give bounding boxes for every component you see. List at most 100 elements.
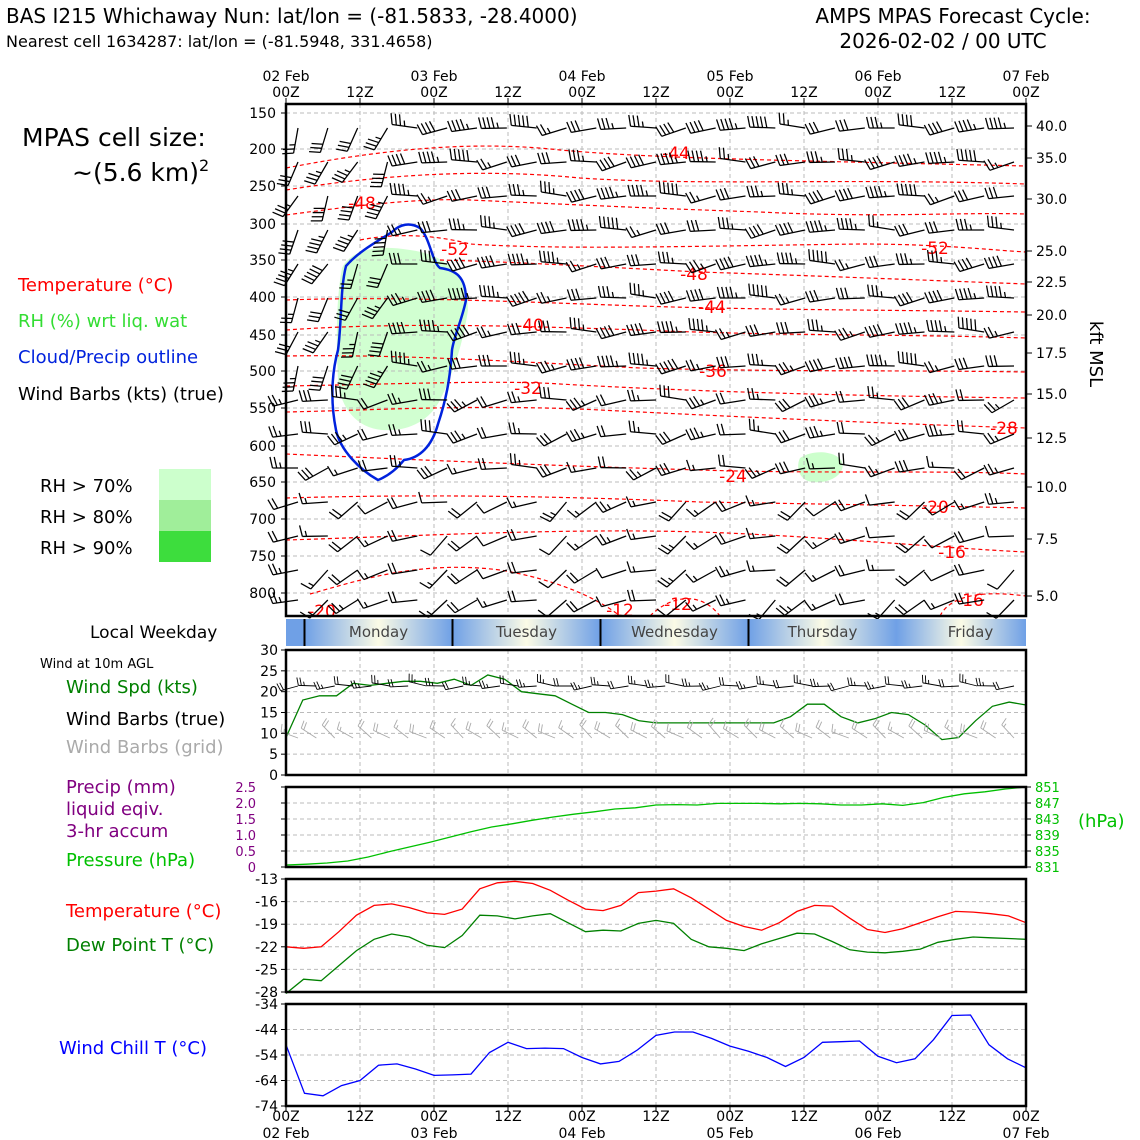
barb-flag xyxy=(964,149,968,161)
barb-half-flag xyxy=(546,296,551,302)
upper-wind-barb xyxy=(868,214,895,231)
barb-flag xyxy=(628,114,632,127)
weekday-label: Wednesday xyxy=(631,623,718,641)
barb-flag xyxy=(923,571,932,582)
upper-wind-barb xyxy=(923,569,955,582)
bottom-hour-label: 12Z xyxy=(938,1109,965,1125)
barb-flag xyxy=(512,422,517,434)
barb-flag xyxy=(543,250,546,263)
barb-flag xyxy=(356,569,365,580)
barb-flag xyxy=(955,389,960,401)
barb-flag xyxy=(1001,717,1007,726)
barb-flag xyxy=(630,721,634,730)
barb-flag xyxy=(744,228,752,239)
upper-wind-barb xyxy=(269,456,298,469)
barb-flag xyxy=(338,309,350,314)
upper-air-panel: -44-48-52 -52-48-44-40-36-32-28-24-20-16-… xyxy=(249,102,1067,622)
barb-flag xyxy=(647,679,651,688)
upper-wind-barb xyxy=(565,428,597,443)
barb-flag xyxy=(708,717,714,725)
temperature-contour xyxy=(285,406,1027,429)
grid-wind-barb xyxy=(486,718,501,739)
barb-half-flag xyxy=(890,726,893,731)
barb-flag xyxy=(659,433,667,444)
barb-staff xyxy=(899,467,925,473)
barb-flag xyxy=(923,194,931,206)
barb-flag xyxy=(895,253,900,265)
upper-wind-barb xyxy=(334,297,359,321)
barb-flag xyxy=(363,383,375,389)
weekday-label: Thursday xyxy=(787,623,858,641)
barb-half-flag xyxy=(854,224,857,230)
grid-wind-barb xyxy=(357,718,372,739)
upper-wind-barb xyxy=(566,120,597,134)
barb-flag xyxy=(388,252,393,265)
upper-wind-barb xyxy=(956,420,985,435)
barb-flag xyxy=(458,326,466,337)
barb-flag xyxy=(696,318,700,331)
barb-flag xyxy=(783,222,790,234)
temperature-contour xyxy=(939,593,1027,617)
upper-wind-barb xyxy=(278,229,299,255)
upper-wind-barb xyxy=(835,390,865,403)
barb-flag xyxy=(580,219,585,231)
barb-flag xyxy=(669,321,674,333)
barb-flag xyxy=(459,118,465,131)
surface-wind-barb xyxy=(350,680,372,689)
barb-flag xyxy=(774,294,782,306)
barb-flag xyxy=(685,360,692,372)
barb-half-flag xyxy=(315,170,322,174)
barb-flag xyxy=(751,116,755,128)
barb-flag xyxy=(476,159,484,171)
barb-flag xyxy=(419,319,423,331)
upper-wind-barb xyxy=(774,222,806,236)
barb-staff xyxy=(667,535,687,555)
barb-flag xyxy=(393,719,398,728)
barb-flag xyxy=(758,254,764,266)
bottom-date-label: 03 Feb xyxy=(410,1126,457,1140)
barb-flag xyxy=(540,724,543,733)
barb-flag xyxy=(431,320,436,332)
temperature-tick-label: -25 xyxy=(255,962,278,978)
upper-wind-barb xyxy=(539,501,567,523)
barb-flag xyxy=(661,321,666,333)
upper-wind-barb xyxy=(748,418,776,435)
pressure-tick-label: 150 xyxy=(249,106,276,122)
barb-half-flag xyxy=(576,264,581,270)
barb-flag xyxy=(725,286,730,299)
legend-rh80: RH > 80% xyxy=(40,507,133,528)
barb-flag xyxy=(664,152,670,164)
barb-staff xyxy=(780,433,806,444)
barb-flag xyxy=(341,205,354,209)
barb-flag xyxy=(843,356,849,368)
barb-flag xyxy=(854,722,858,730)
barb-flag xyxy=(570,358,576,370)
weekday-strip: Monday Tuesday Wednesday Thursday Friday xyxy=(286,619,1026,646)
barb-half-flag xyxy=(517,428,521,434)
upper-wind-barb xyxy=(923,193,955,206)
barb-flag xyxy=(667,182,670,194)
barb-flag xyxy=(600,257,606,269)
barb-flag xyxy=(478,680,483,689)
barb-flag xyxy=(538,386,542,398)
barb-flag xyxy=(815,719,820,728)
upper-wind-barb xyxy=(923,535,955,549)
barb-half-flag xyxy=(824,225,828,231)
barb-flag xyxy=(323,720,330,728)
barb-flag xyxy=(715,189,721,201)
top-hour-label: 12Z xyxy=(642,85,669,101)
surface-wind-barb xyxy=(959,673,978,687)
barb-flag xyxy=(300,720,305,729)
pressure-tick-label: 843 xyxy=(1035,813,1060,828)
upper-wind-barb xyxy=(567,219,597,232)
barb-flag xyxy=(718,500,727,511)
barb-flag xyxy=(723,257,730,269)
barb-flag xyxy=(429,289,436,301)
grid-wind-barb xyxy=(708,717,721,739)
barb-flag xyxy=(963,218,968,231)
upper-wind-barb xyxy=(687,150,716,163)
upper-wind-barb xyxy=(838,452,865,469)
barb-flag xyxy=(629,156,636,168)
upper-wind-barb xyxy=(953,499,985,511)
